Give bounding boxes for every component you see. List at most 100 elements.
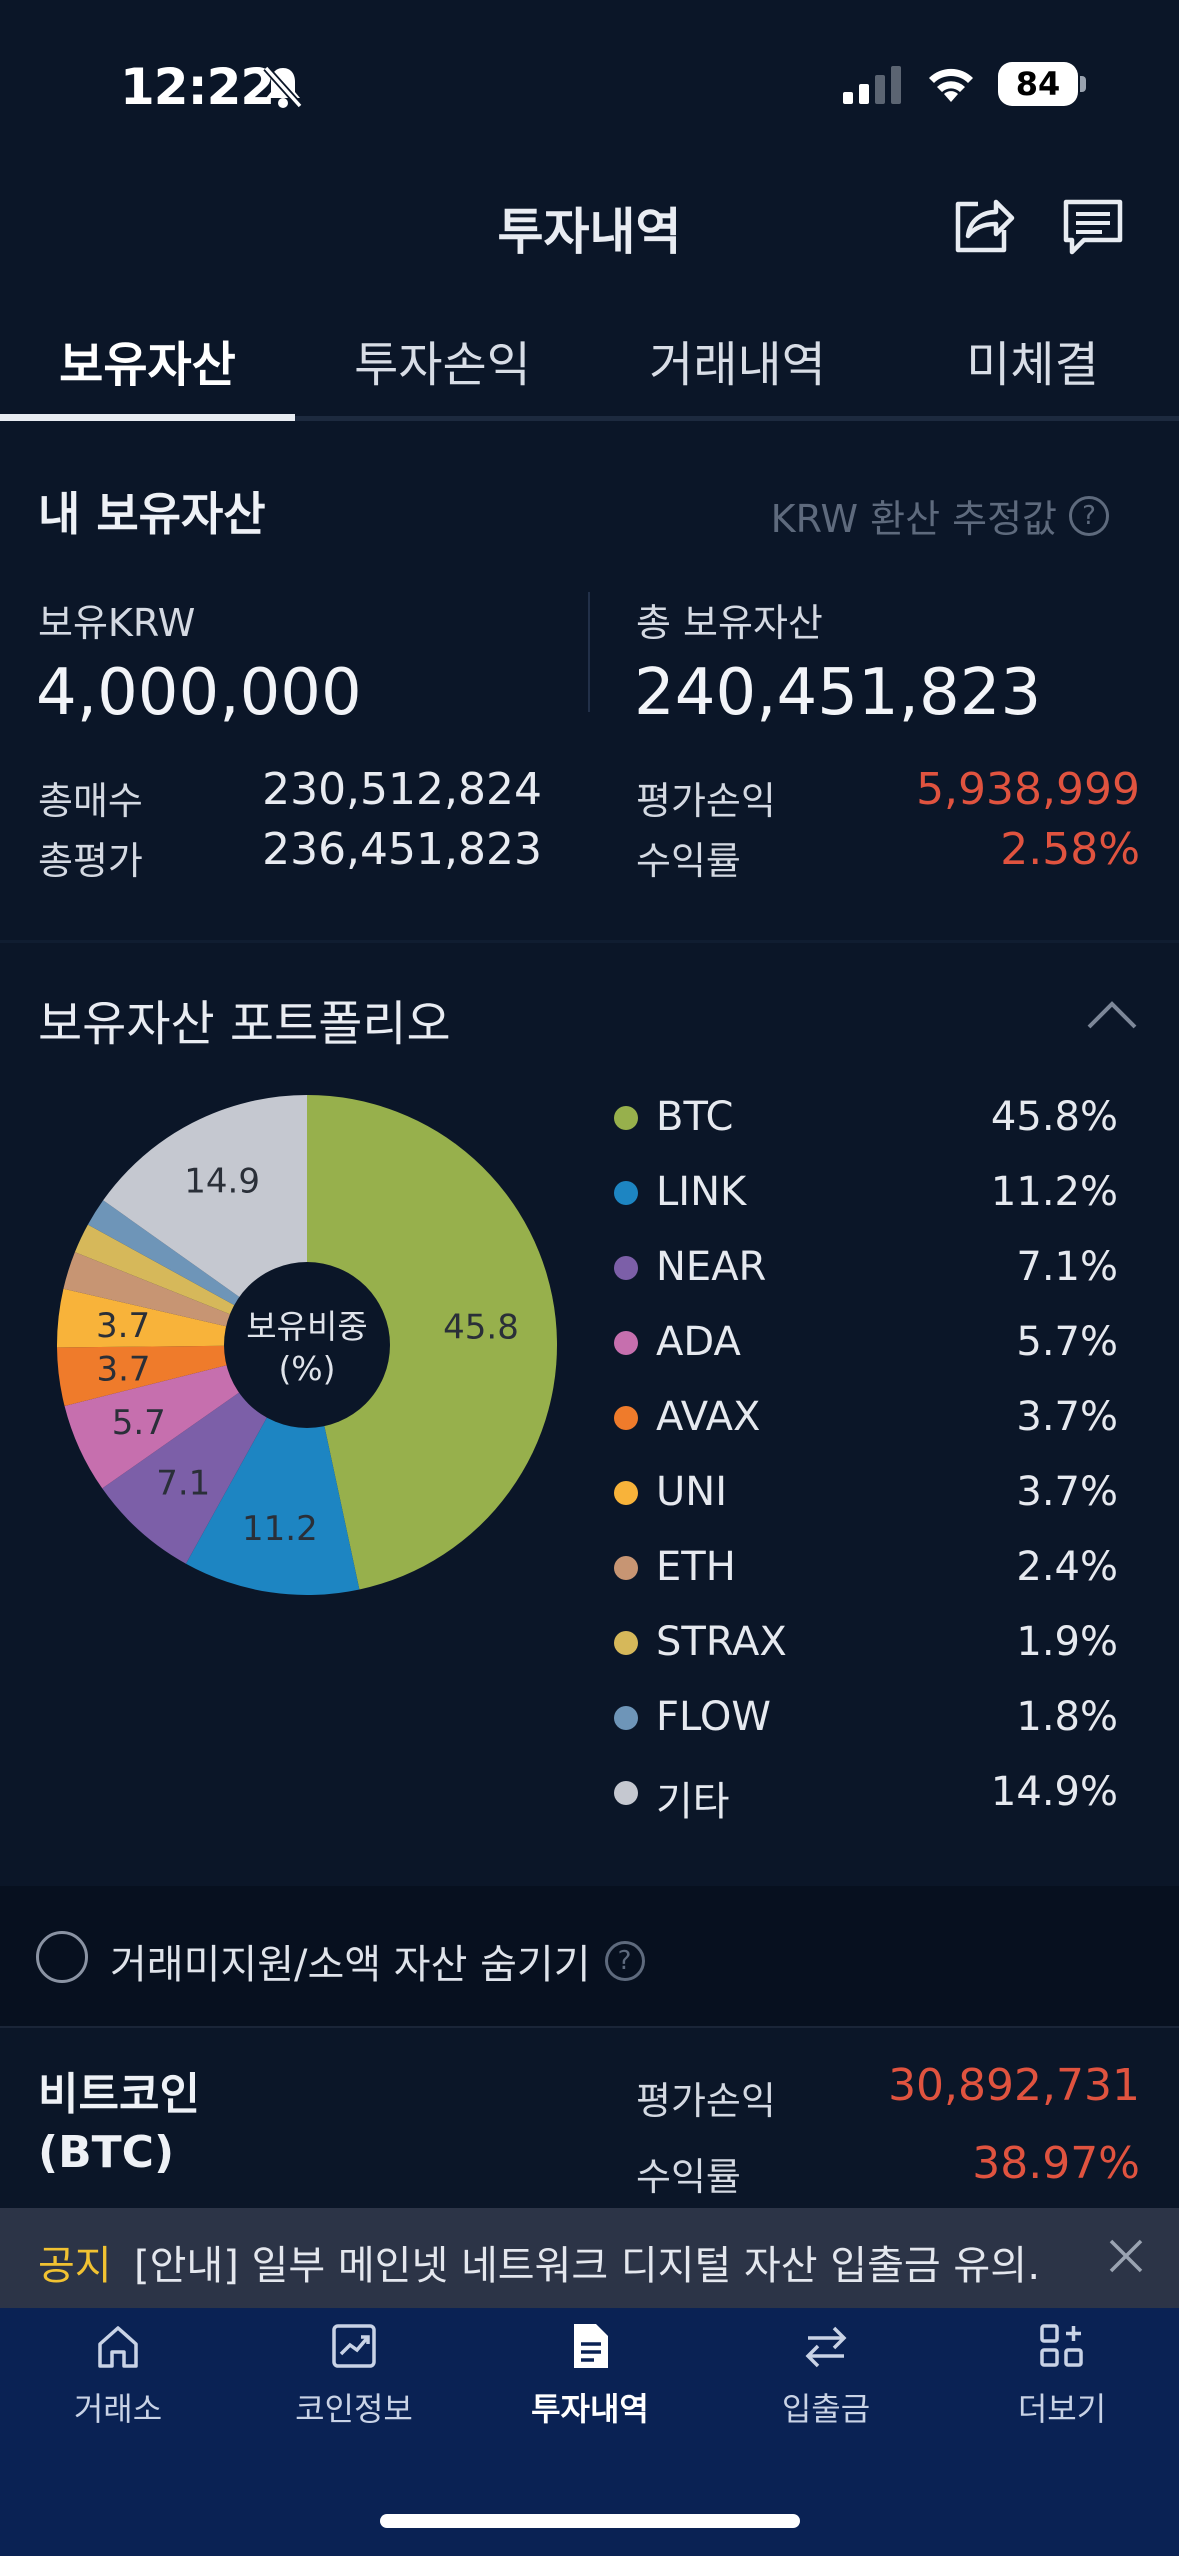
total-buy-value: 230,512,824 (262, 764, 542, 815)
tab-profit-loss[interactable]: 투자손익 (354, 337, 531, 393)
total-buy-label: 총매수 (38, 779, 143, 823)
hide-toggle-band (0, 1886, 1179, 2026)
nav-label: 거래소 (73, 2390, 163, 2428)
status-time: 12:22 (120, 58, 275, 116)
return-rate-value: 2.58% (1000, 824, 1140, 875)
total-eval-label: 총평가 (38, 839, 143, 883)
legend-swatch (614, 1556, 638, 1580)
pie-slice-btc (307, 1095, 558, 1590)
legend-value: 3.7% (1016, 1394, 1118, 1440)
section-divider (0, 940, 1179, 943)
nav-exchange[interactable]: 거래소 (0, 2320, 236, 2430)
notice-text[interactable]: [안내] 일부 메인넷 네트워크 디지털 자산 입출금 유의… (134, 2243, 1044, 2289)
eval-pl-label: 평가손익 (636, 779, 776, 823)
legend-value: 45.8% (990, 1094, 1118, 1140)
legend-value: 1.9% (1016, 1619, 1118, 1665)
wifi-icon (929, 68, 973, 102)
legend-item-near: NEAR 7.1% (612, 1238, 1118, 1298)
legend-name: ETH (656, 1544, 736, 1590)
chart-icon (332, 2324, 376, 2368)
legend-name: ADA (656, 1319, 741, 1365)
nav-label: 더보기 (1017, 2390, 1107, 2428)
legend-item-기타: 기타 14.9% (612, 1763, 1118, 1825)
pie-slice-label: 14.9 (184, 1162, 260, 1202)
legend-swatch (614, 1481, 638, 1505)
summary-divider (588, 592, 590, 712)
page-title: 투자내역 (497, 203, 682, 261)
bell-muted-icon (263, 65, 303, 109)
pie-slice-label: 45.8 (443, 1308, 519, 1348)
pie-slice-label: 7.1 (156, 1464, 210, 1504)
close-icon[interactable] (1108, 2238, 1144, 2274)
nav-investments[interactable]: 투자내역 (472, 2320, 708, 2430)
coin-rate-value: 38.97% (972, 2138, 1140, 2189)
legend-name: NEAR (656, 1244, 767, 1290)
hide-small-assets-label: 거래미지원/소액 자산 숨기기 (110, 1942, 591, 1988)
krw-estimate-note[interactable]: KRW 환산 추정값 ? (771, 488, 1109, 543)
hide-small-assets-radio[interactable] (36, 1931, 88, 1983)
krw-value: 4,000,000 (36, 656, 362, 730)
signal-icon (843, 66, 901, 104)
legend-swatch (614, 1256, 638, 1280)
nav-coin-info[interactable]: 코인정보 (236, 2320, 472, 2430)
help-icon[interactable]: ? (604, 1941, 645, 1981)
legend-name: BTC (656, 1094, 734, 1140)
battery-nub (1080, 76, 1086, 92)
tab-holdings[interactable]: 보유자산 (59, 337, 236, 393)
nav-more[interactable]: 더보기 (944, 2320, 1179, 2430)
hide-small-assets-row[interactable]: 거래미지원/소액 자산 숨기기 ? (110, 1932, 645, 1990)
tab-active-indicator (0, 414, 295, 421)
help-icon[interactable]: ? (1069, 495, 1109, 536)
notice-banner[interactable] (0, 2208, 1179, 2308)
legend-item-strax: STRAX 1.9% (612, 1613, 1118, 1673)
nav-deposit-withdraw[interactable]: 입출금 (708, 2320, 944, 2430)
pie-slice-label: 11.2 (242, 1509, 318, 1549)
pie-slice-label: 3.7 (96, 1350, 150, 1390)
coin-symbol: (BTC) (38, 2127, 175, 2178)
legend-swatch (614, 1331, 638, 1355)
chevron-up-icon[interactable] (1086, 1000, 1138, 1030)
nav-label: 코인정보 (295, 2390, 413, 2428)
legend-name: 기타 (656, 1779, 730, 1825)
nav-label: 입출금 (781, 2390, 871, 2428)
pie-center-hole (224, 1262, 390, 1428)
legend-value: 14.9% (990, 1769, 1118, 1815)
holdings-title: 내 보유자산 (38, 487, 266, 541)
legend-value: 3.7% (1016, 1469, 1118, 1515)
share-icon[interactable] (952, 192, 1016, 254)
nav-label: 투자내역 (531, 2390, 649, 2428)
legend-item-uni: UNI 3.7% (612, 1463, 1118, 1523)
legend-name: AVAX (656, 1394, 761, 1440)
legend-value: 5.7% (1016, 1319, 1118, 1365)
krw-note-label: KRW 환산 추정값 (770, 497, 1057, 541)
home-indicator (380, 2514, 800, 2528)
section-divider (0, 2026, 1179, 2028)
legend-name: UNI (656, 1469, 727, 1515)
document-icon (574, 2324, 608, 2368)
legend-name: STRAX (656, 1619, 787, 1665)
eval-pl-value: 5,938,999 (916, 764, 1140, 815)
return-rate-label: 수익률 (636, 839, 741, 883)
tab-unfilled[interactable]: 미체결 (966, 337, 1099, 393)
legend-item-link: LINK 11.2% (612, 1163, 1118, 1223)
total-assets-label: 총 보유자산 (636, 601, 823, 645)
krw-label: 보유KRW (38, 601, 196, 645)
tab-trade-history[interactable]: 거래내역 (649, 337, 826, 393)
legend-item-eth: ETH 2.4% (612, 1538, 1118, 1598)
coin-pl-label: 평가손익 (636, 2079, 776, 2123)
legend-item-flow: FLOW 1.8% (612, 1688, 1118, 1748)
chat-icon[interactable] (1062, 198, 1124, 256)
coin-name-korean: 비트코인 (38, 2069, 200, 2120)
pie-slice-label: 3.7 (96, 1306, 150, 1346)
legend-name: FLOW (656, 1694, 771, 1740)
legend-swatch (614, 1781, 638, 1805)
pie-center-unit: (%) (278, 1349, 335, 1388)
legend-value: 7.1% (1016, 1244, 1118, 1290)
pie-center-label: 보유비중 (246, 1307, 367, 1346)
transfer-icon (805, 2326, 847, 2368)
notice-tag: 공지 (38, 2243, 112, 2289)
more-grid-icon (1040, 2324, 1083, 2367)
legend-item-btc: BTC 45.8% (612, 1088, 1118, 1148)
coin-name[interactable]: 비트코인 (BTC) (38, 2066, 200, 2182)
pie-slice-label: 5.7 (112, 1403, 166, 1443)
